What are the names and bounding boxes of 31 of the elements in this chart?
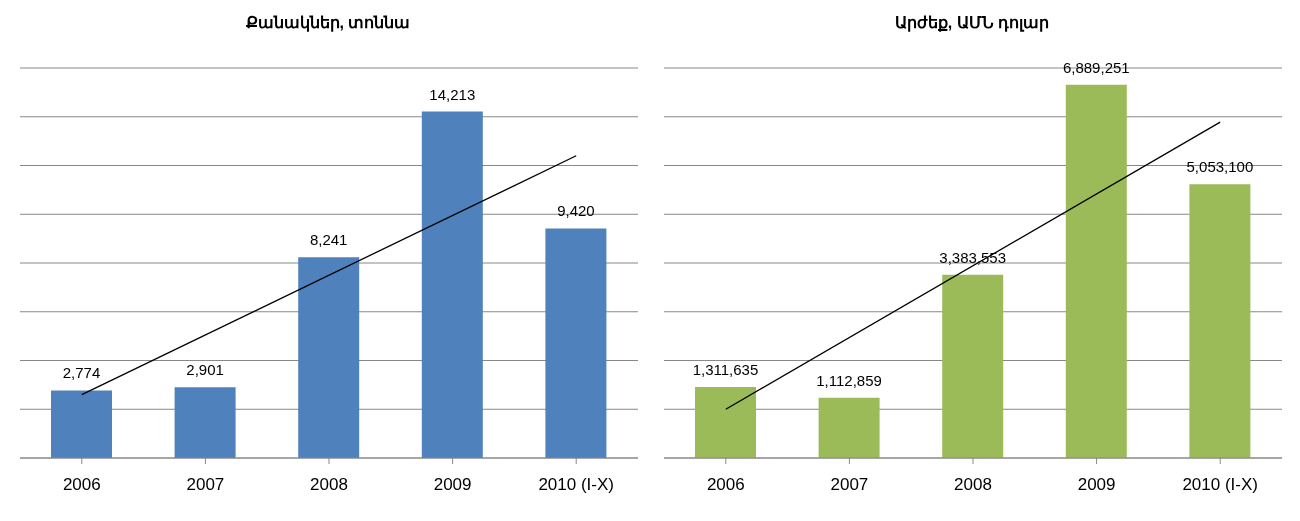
bar bbox=[1065, 84, 1127, 458]
bar bbox=[174, 387, 236, 458]
data-label: 1,112,859 bbox=[816, 371, 882, 389]
bar bbox=[298, 257, 360, 458]
bar bbox=[51, 390, 112, 458]
x-tick-label: 2009 bbox=[1077, 475, 1116, 495]
x-tick-label: 2008 bbox=[310, 475, 348, 495]
bar bbox=[1189, 184, 1251, 458]
x-tick-label: 2007 bbox=[830, 475, 869, 495]
bar bbox=[695, 386, 756, 458]
data-label: 2,774 bbox=[62, 364, 101, 382]
x-tick-label: 2006 bbox=[62, 475, 101, 495]
x-tick-label: 2007 bbox=[186, 475, 225, 495]
bar bbox=[818, 397, 880, 458]
x-tick-label: 2009 bbox=[433, 475, 472, 495]
data-label: 5,053,100 bbox=[1186, 158, 1254, 176]
data-label: 1,311,635 bbox=[692, 360, 759, 378]
data-label: 9,420 bbox=[557, 202, 595, 220]
x-tick-label: 2010 (I-X) bbox=[538, 475, 614, 495]
bar bbox=[421, 111, 483, 458]
data-label: 2,901 bbox=[186, 361, 224, 379]
bar bbox=[942, 274, 1004, 458]
x-tick-label: 2006 bbox=[706, 475, 745, 495]
bar bbox=[545, 228, 607, 458]
data-label: 8,241 bbox=[309, 231, 348, 249]
data-label: 6,889,251 bbox=[1062, 58, 1130, 76]
chart-title: Քանակներ, տոննա bbox=[244, 13, 412, 34]
x-tick-label: 2010 (I-X) bbox=[1182, 475, 1258, 495]
data-label: 14,213 bbox=[429, 85, 476, 103]
chart-title: Արժեք, ԱՄՆ դոլար bbox=[893, 13, 1051, 34]
x-tick-label: 2008 bbox=[954, 475, 992, 495]
